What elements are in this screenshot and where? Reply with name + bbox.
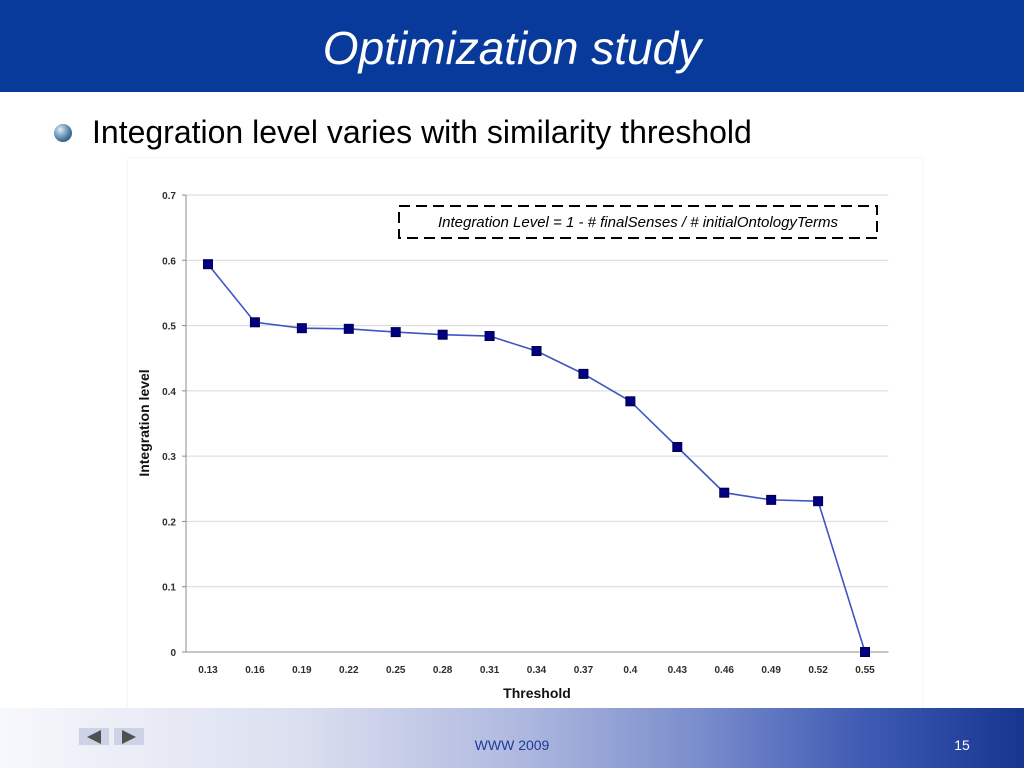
data-point-marker — [343, 323, 354, 334]
series-line — [207, 263, 866, 653]
x-tick-label: 0.28 — [433, 665, 453, 676]
title-bar: Optimization study — [0, 0, 1024, 92]
chart-panel: 0 0.1 0.2 0.3 0.4 0.5 0.6 0.7 0.13 0.16 0.19 0.22 0.… — [128, 158, 922, 708]
arrow-left-icon — [87, 729, 101, 744]
data-point-marker — [296, 323, 307, 334]
y-tick-label: 0.7 — [162, 191, 176, 202]
x-tick-label: 0.55 — [855, 665, 875, 676]
data-point-marker — [203, 259, 213, 270]
slide-title: Optimization study — [322, 22, 702, 74]
formula-annotation-box — [398, 205, 878, 239]
x-tick-label: 0.34 — [527, 665, 547, 676]
x-tick-label: 0.25 — [386, 665, 406, 676]
bullet-text: Integration level varies with similarity… — [92, 114, 752, 150]
x-tick-label: 0.16 — [245, 665, 265, 676]
data-point-marker — [719, 487, 730, 498]
sphere-bullet-icon — [54, 124, 72, 142]
x-tick-label: 0.46 — [714, 665, 734, 676]
data-point-marker — [578, 368, 589, 379]
x-tick-label: 0.52 — [808, 665, 828, 676]
y-tick-label: 0.5 — [162, 322, 176, 333]
page-number: 15 — [954, 737, 970, 753]
footer: WWW 2009 15 — [0, 708, 1024, 768]
data-point-marker — [390, 327, 401, 338]
y-tick-label: 0.1 — [162, 583, 176, 594]
x-tick-label: 0.19 — [292, 665, 312, 676]
x-tick-label: 0.43 — [668, 665, 688, 676]
y-tick-label: 0.2 — [162, 517, 176, 528]
x-tick-label: 0.13 — [198, 665, 218, 676]
y-tick-label: 0 — [170, 648, 176, 659]
data-point-marker — [813, 496, 824, 507]
data-point-marker — [860, 647, 871, 657]
previous-slide-button[interactable] — [78, 727, 110, 746]
data-point-marker — [249, 317, 260, 328]
x-tick-label: 0.31 — [480, 665, 500, 676]
x-axis-title: Threshold — [503, 685, 571, 701]
data-point-marker — [531, 346, 542, 357]
data-point-marker — [625, 396, 636, 407]
y-tick-label: 0.6 — [162, 256, 176, 267]
y-axis-title: Integration level — [136, 369, 152, 476]
data-point-marker — [766, 494, 777, 505]
x-tick-label: 0.49 — [761, 665, 781, 676]
line-chart: 0 0.1 0.2 0.3 0.4 0.5 0.6 0.7 0.13 0.16 0.19 0.22 0.… — [136, 191, 889, 701]
formula-annotation-text: Integration Level = 1 - # finalSenses / … — [438, 214, 839, 231]
footer-conference-label: WWW 2009 — [474, 737, 550, 753]
next-slide-button[interactable] — [113, 727, 145, 746]
x-tick-label: 0.4 — [623, 665, 637, 676]
data-point-marker — [672, 442, 683, 453]
arrow-right-icon — [122, 729, 136, 744]
x-tick-label: 0.22 — [339, 665, 359, 676]
data-point-marker — [484, 331, 495, 342]
data-point-marker — [437, 329, 448, 340]
y-tick-label: 0.4 — [162, 387, 176, 398]
y-tick-label: 0.3 — [162, 452, 176, 463]
x-tick-label: 0.37 — [574, 665, 594, 676]
